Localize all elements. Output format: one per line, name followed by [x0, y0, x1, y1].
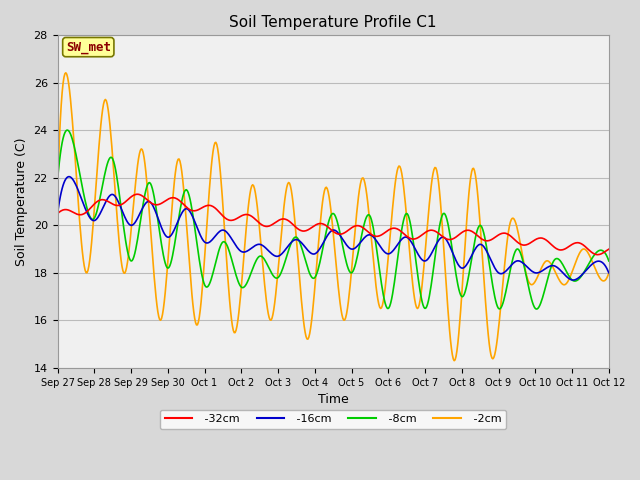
-8cm — [470, 245, 477, 251]
Legend:  -32cm,  -16cm,  -8cm,  -2cm: -32cm, -16cm, -8cm, -2cm — [160, 410, 506, 429]
Line: -16cm: -16cm — [58, 177, 609, 280]
-8cm — [605, 258, 612, 264]
Line: -2cm: -2cm — [58, 73, 609, 360]
Title: Soil Temperature Profile C1: Soil Temperature Profile C1 — [229, 15, 437, 30]
Text: SW_met: SW_met — [66, 41, 111, 54]
-16cm — [569, 277, 577, 283]
-2cm — [196, 308, 204, 313]
-32cm — [196, 206, 204, 212]
-2cm — [423, 232, 431, 238]
-16cm — [196, 232, 204, 238]
Line: -8cm: -8cm — [58, 130, 609, 309]
-2cm — [470, 168, 478, 173]
-16cm — [605, 270, 612, 276]
X-axis label: Time: Time — [318, 393, 349, 406]
-16cm — [423, 257, 431, 263]
-8cm — [423, 304, 431, 310]
-16cm — [54, 211, 61, 216]
-2cm — [54, 187, 61, 192]
-8cm — [64, 127, 72, 133]
-8cm — [196, 263, 204, 268]
-16cm — [65, 174, 72, 180]
-32cm — [152, 202, 160, 208]
-16cm — [152, 210, 160, 216]
-2cm — [152, 294, 160, 300]
-8cm — [54, 177, 61, 183]
Line: -32cm: -32cm — [58, 194, 609, 255]
Y-axis label: Soil Temperature (C): Soil Temperature (C) — [15, 137, 28, 266]
-32cm — [594, 252, 602, 258]
-16cm — [304, 248, 312, 253]
-32cm — [423, 228, 431, 234]
-32cm — [380, 231, 387, 237]
-16cm — [380, 248, 387, 253]
-8cm — [532, 306, 540, 312]
-8cm — [304, 265, 312, 271]
-2cm — [451, 358, 458, 363]
-2cm — [605, 270, 612, 276]
-32cm — [470, 229, 477, 235]
-2cm — [380, 298, 387, 304]
-2cm — [304, 336, 312, 342]
-32cm — [134, 192, 141, 197]
-32cm — [54, 211, 61, 216]
-32cm — [304, 227, 312, 233]
-8cm — [152, 205, 160, 211]
-16cm — [470, 249, 477, 255]
-32cm — [605, 246, 612, 252]
-8cm — [380, 292, 387, 298]
-2cm — [62, 70, 70, 76]
